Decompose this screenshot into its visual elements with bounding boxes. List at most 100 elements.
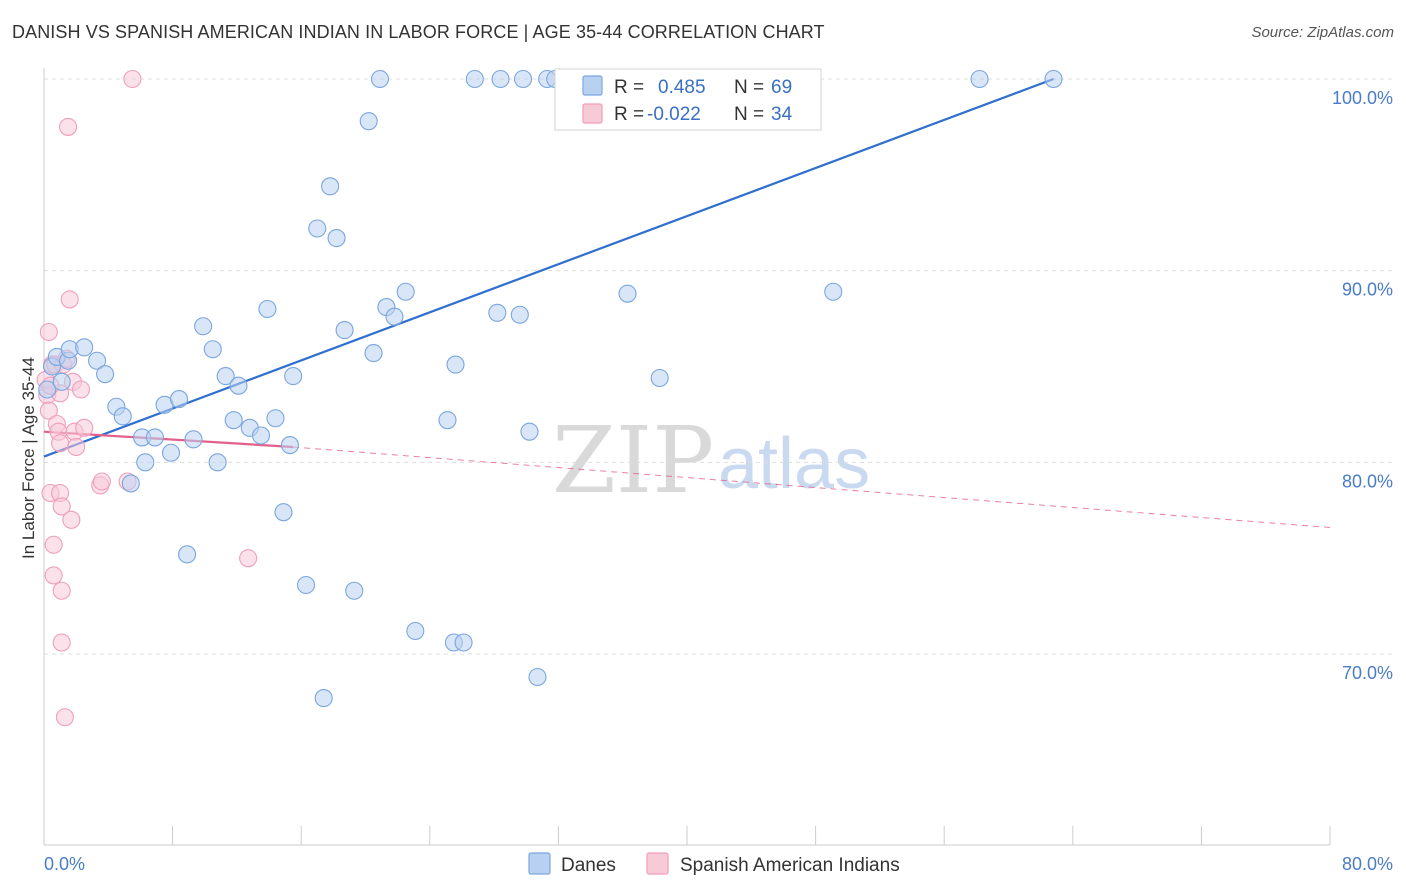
gridlines (44, 78, 1392, 655)
data-point-danes (327, 229, 346, 248)
y-axis-label: In Labor Force | Age 35-44 (19, 357, 38, 559)
data-point-spanish (55, 708, 74, 727)
data-point-danes (251, 426, 271, 445)
data-point-danes (650, 368, 669, 388)
y-tick-label: 100.0% (1332, 88, 1393, 108)
legend-swatch-spanish (582, 103, 603, 124)
data-point-danes (266, 409, 285, 428)
data-point-danes (510, 305, 529, 324)
bottom-legend-swatch-spanish (646, 852, 669, 875)
data-point-danes (335, 321, 354, 340)
legend-n-value-danes: 69 (771, 77, 792, 98)
watermark-atlas: atlas (718, 424, 870, 504)
data-point-danes (38, 380, 57, 399)
data-point-spanish (67, 437, 86, 457)
legend-n-label-spanish: N = (734, 104, 764, 125)
data-point-danes (194, 317, 213, 336)
data-point-danes (203, 340, 222, 359)
data-point-danes (359, 112, 378, 131)
bottom-legend-label-danes: Danes (561, 855, 616, 876)
watermark-zip: ZIP (552, 407, 714, 514)
data-point-spanish (62, 510, 81, 529)
legend-n-label-danes: N = (734, 77, 764, 98)
bottom-legend-swatch-danes (528, 852, 551, 875)
data-point-spanish (59, 117, 78, 136)
data-point-spanish (44, 535, 63, 554)
y-tick-label: 80.0% (1342, 471, 1393, 491)
bottom-legend-label-spanish: Spanish American Indians (680, 855, 900, 876)
trend-line-spanish-dashed (293, 446, 1331, 528)
legend-r-value-danes: 0.485 (658, 77, 706, 98)
data-point-spanish (44, 566, 63, 585)
data-point-danes (465, 69, 484, 89)
data-point-spanish (60, 290, 79, 309)
legend-r-label-danes: R = (614, 77, 644, 98)
data-point-danes (224, 411, 243, 430)
data-point-danes (229, 376, 248, 395)
source-credit: Source: ZipAtlas.com (1251, 24, 1394, 41)
x-tick-labels: 0.0% 80.0% (44, 854, 1393, 874)
y-tick-label: 90.0% (1342, 280, 1393, 300)
data-point-danes (321, 177, 340, 196)
data-point-spanish (52, 633, 71, 652)
legend-r-label-spanish: R = (614, 104, 644, 125)
data-point-danes (513, 69, 533, 89)
data-point-danes (364, 344, 383, 363)
data-point-danes (520, 422, 539, 441)
data-point-danes (216, 367, 235, 386)
data-point-spanish (39, 401, 58, 420)
data-point-danes (454, 633, 473, 652)
data-point-danes (314, 689, 333, 708)
data-point-danes (75, 338, 94, 357)
data-point-danes (438, 411, 457, 430)
data-point-danes (274, 503, 293, 522)
data-point-danes (308, 219, 327, 238)
x-tick-label-max: 80.0% (1342, 854, 1393, 874)
data-point-danes (396, 282, 415, 301)
data-point-danes (87, 351, 107, 370)
data-point-danes (385, 307, 404, 326)
data-point-danes (824, 282, 843, 301)
data-point-danes (296, 575, 316, 595)
legend-r-value-spanish: -0.022 (647, 104, 701, 125)
data-point-danes (136, 453, 155, 472)
data-point-danes (178, 545, 197, 564)
chart-title: DANISH VS SPANISH AMERICAN INDIAN IN LAB… (12, 22, 825, 42)
data-point-danes (970, 69, 989, 89)
data-point-spanish (52, 497, 71, 516)
data-point-spanish (51, 434, 70, 453)
data-point-danes (345, 581, 364, 600)
data-point-danes (284, 367, 303, 386)
data-point-danes (528, 667, 547, 687)
data-point-spanish (239, 549, 258, 568)
data-point-spanish (92, 472, 111, 491)
data-point-danes (121, 474, 140, 493)
data-point-danes (52, 372, 71, 391)
legend-swatch-danes (582, 75, 603, 96)
data-point-danes (446, 355, 465, 374)
data-point-spanish (39, 322, 58, 342)
legend-n-value-spanish: 34 (771, 104, 793, 125)
y-tick-labels: 70.0% 80.0% 90.0% 100.0% (1332, 88, 1393, 683)
data-point-danes (491, 69, 510, 89)
data-point-spanish (75, 418, 94, 437)
y-tick-label: 70.0% (1342, 663, 1393, 683)
data-point-danes (96, 365, 115, 384)
data-point-spanish (52, 581, 71, 600)
data-point-danes (370, 69, 390, 89)
watermark: ZIP atlas (552, 407, 870, 514)
data-point-danes (161, 443, 181, 462)
data-point-danes (406, 621, 425, 641)
data-point-danes (145, 428, 164, 447)
data-point-danes (618, 284, 637, 303)
x-tick-label-min: 0.0% (44, 854, 85, 874)
trend-line-danes (43, 77, 1054, 458)
data-point-danes (280, 436, 299, 455)
data-point-danes (1044, 69, 1063, 89)
danes-points (38, 69, 1063, 708)
bottom-legend: Danes Spanish American Indians (528, 852, 900, 876)
spanish-points (36, 69, 258, 727)
data-point-danes (113, 407, 132, 426)
data-point-danes (208, 453, 227, 472)
